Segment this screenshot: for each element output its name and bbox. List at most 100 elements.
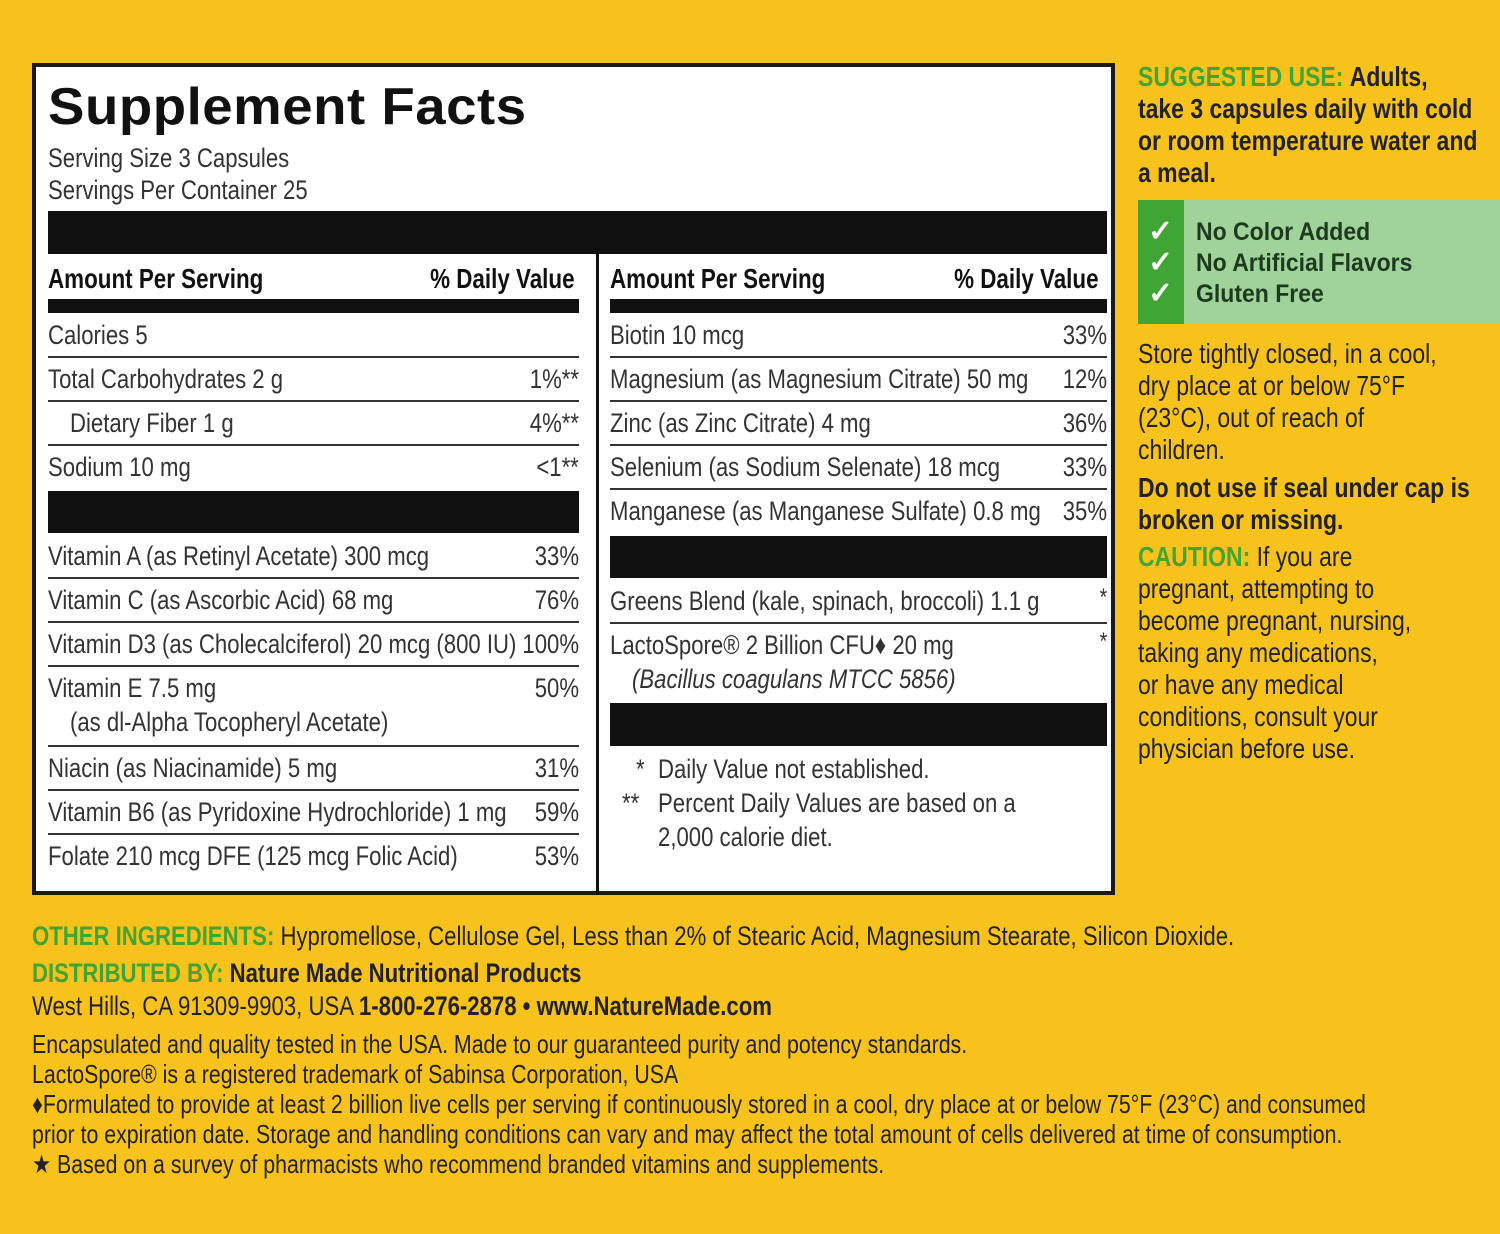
caution-line-1: CAUTION: If you are	[1138, 541, 1353, 572]
claim-text: Gluten Free	[1196, 280, 1324, 308]
caution-line-5: or have any medical	[1138, 669, 1344, 700]
nutrient-dv: 59%	[534, 797, 579, 827]
caution-line-6: conditions, consult your	[1138, 701, 1378, 732]
nutrient-row: Selenium (as Sodium Selenate) 18 mcg 33%	[610, 446, 1107, 490]
nutrient-dv: 4%**	[529, 408, 579, 438]
nutrient-name: Zinc (as Zinc Citrate) 4 mg	[610, 408, 871, 438]
nutrient-dv: 50%	[534, 673, 579, 703]
header-underline-left	[48, 299, 579, 313]
nutrient-row: Biotin 10 mcg 33%	[610, 314, 1107, 358]
nutrient-name: Selenium (as Sodium Selenate) 18 mcg	[610, 452, 1001, 482]
disclaimer-line-5: ★ Based on a survey of pharmacists who r…	[32, 1149, 885, 1179]
disclaimer-line-2: LactoSpore® is a registered trademark of…	[32, 1059, 679, 1089]
nutrient-dv: *	[1099, 628, 1107, 655]
suggested-use-text: Adults,	[1349, 61, 1428, 92]
distributed-by: DISTRIBUTED BY: Nature Made Nutritional …	[32, 958, 581, 989]
disclaimer-line-3: ♦Formulated to provide at least 2 billio…	[32, 1089, 1366, 1119]
nutrient-name-detail: (Bacillus coagulans MTCC 5856)	[632, 664, 956, 694]
nutrient-row: LactoSpore® 2 Billion CFU♦ 20 mg (Bacill…	[610, 624, 1107, 700]
nutrient-dv: 33%	[534, 541, 579, 571]
nutrient-row: Vitamin C (as Ascorbic Acid) 68 mg 76%	[48, 579, 579, 623]
disclaimer-line-4: prior to expiration date. Storage and ha…	[32, 1119, 1343, 1149]
nutrient-name: Vitamin A (as Retinyl Acetate) 300 mcg	[48, 541, 430, 571]
nutrient-name: Magnesium (as Magnesium Citrate) 50 mg	[610, 364, 1029, 394]
supplement-facts-panel: Supplement Facts Serving Size 3 Capsules…	[32, 63, 1115, 895]
section-bar-left	[48, 491, 579, 533]
claim-text: No Artificial Flavors	[1196, 249, 1413, 277]
storage-line-1: Store tightly closed, in a cool,	[1138, 338, 1437, 369]
suggested-use-line-1: SUGGESTED USE: Adults,	[1138, 61, 1428, 93]
claim-row: ✓ Gluten Free	[1138, 277, 1500, 310]
storage-line-3: (23°C), out of reach of	[1138, 402, 1365, 433]
footnote-1: Daily Value not established.	[658, 754, 930, 784]
check-icon: ✓	[1148, 277, 1174, 310]
nutrient-name: Vitamin E 7.5 mg	[48, 673, 217, 703]
nutrient-row: Vitamin D3 (as Cholecalciferol) 20 mcg (…	[48, 623, 579, 667]
footnote-bar	[610, 703, 1107, 746]
disclaimer-line-1: Encapsulated and quality tested in the U…	[32, 1029, 968, 1059]
nutrient-name: Folate 210 mcg DFE (125 mcg Folic Acid)	[48, 841, 458, 871]
claim-row: ✓ No Color Added	[1138, 215, 1500, 248]
suggested-use-label: SUGGESTED USE:	[1138, 61, 1344, 92]
nutrient-row: Greens Blend (kale, spinach, broccoli) 1…	[610, 580, 1107, 624]
nutrient-row: Folate 210 mcg DFE (125 mcg Folic Acid) …	[48, 835, 579, 879]
nutrient-name: LactoSpore® 2 Billion CFU♦ 20 mg	[610, 630, 954, 660]
distributor-address: West Hills, CA 91309-9903, USA 1-800-276…	[32, 991, 772, 1022]
nutrient-name: Calories 5	[48, 320, 148, 350]
claim-row: ✓ No Artificial Flavors	[1138, 246, 1500, 279]
left-dv-header: % Daily Value	[430, 263, 575, 294]
storage-line-2: dry place at or below 75°F	[1138, 370, 1405, 401]
footnote-2-line-2: 2,000 calorie diet.	[658, 822, 833, 852]
other-ingredients: OTHER INGREDIENTS: Hypromellose, Cellulo…	[32, 921, 1234, 952]
caution-label: CAUTION:	[1138, 541, 1251, 572]
column-divider	[596, 254, 599, 895]
nutrient-row: Manganese (as Manganese Sulfate) 0.8 mg …	[610, 490, 1107, 534]
nutrient-dv: 33%	[1062, 320, 1107, 350]
nutrient-name: Dietary Fiber 1 g	[70, 408, 234, 438]
facts-title: Supplement Facts	[48, 78, 527, 136]
distributed-by-label: DISTRIBUTED BY:	[32, 958, 224, 988]
header-underline-right	[610, 299, 1107, 313]
nutrient-row: Zinc (as Zinc Citrate) 4 mg 36%	[610, 402, 1107, 446]
section-bar-right	[610, 536, 1107, 578]
address-text: West Hills, CA 91309-9903, USA	[32, 991, 353, 1021]
nutrient-dv: 1%**	[529, 364, 579, 394]
caution-line-4: taking any medications,	[1138, 637, 1378, 668]
footnote-mark-2: **	[622, 788, 640, 818]
nutrient-name: Manganese (as Manganese Sulfate) 0.8 mg	[610, 496, 1041, 526]
nutrient-row: Vitamin B6 (as Pyridoxine Hydrochloride)…	[48, 791, 579, 835]
check-icon: ✓	[1148, 215, 1174, 248]
nutrient-dv: 12%	[1062, 364, 1107, 394]
suggested-use-line-2: take 3 capsules daily with cold	[1138, 93, 1473, 124]
claim-text: No Color Added	[1196, 218, 1371, 246]
nutrient-dv: 76%	[534, 585, 579, 615]
nutrient-name: Vitamin B6 (as Pyridoxine Hydrochloride)…	[48, 797, 507, 827]
nutrient-row: Vitamin A (as Retinyl Acetate) 300 mcg 3…	[48, 535, 579, 579]
footnote-mark-1: *	[636, 754, 645, 784]
storage-line-4: children.	[1138, 434, 1225, 465]
nutrient-name: Niacin (as Niacinamide) 5 mg	[48, 753, 338, 783]
other-ingredients-label: OTHER INGREDIENTS:	[32, 921, 275, 951]
nutrient-dv: 100%	[522, 629, 579, 659]
nutrient-dv: 53%	[534, 841, 579, 871]
nutrient-name: Vitamin D3 (as Cholecalciferol) 20 mcg (…	[48, 629, 517, 659]
contact-text: 1-800-276-2878 • www.NatureMade.com	[358, 991, 772, 1021]
distributor-name: Nature Made Nutritional Products	[229, 958, 582, 988]
caution-line-3: become pregnant, nursing,	[1138, 605, 1412, 636]
right-dv-header: % Daily Value	[954, 263, 1099, 294]
nutrient-row: Magnesium (as Magnesium Citrate) 50 mg 1…	[610, 358, 1107, 402]
nutrient-row: Total Carbohydrates 2 g 1%**	[48, 358, 579, 402]
nutrient-name: Biotin 10 mcg	[610, 320, 745, 350]
serving-size: Serving Size 3 Capsules	[48, 143, 290, 173]
claims-tab	[1138, 200, 1184, 324]
suggested-use-line-4: a meal.	[1138, 157, 1216, 188]
servings-per-container: Servings Per Container 25	[48, 175, 308, 205]
nutrient-name: Vitamin C (as Ascorbic Acid) 68 mg	[48, 585, 394, 615]
nutrient-row: Niacin (as Niacinamide) 5 mg 31%	[48, 747, 579, 791]
nutrient-dv: 31%	[534, 753, 579, 783]
left-amount-header: Amount Per Serving	[48, 263, 264, 294]
nutrient-name: Total Carbohydrates 2 g	[48, 364, 284, 394]
claims-box: ✓ No Color Added ✓ No Artificial Flavors…	[1138, 200, 1500, 324]
footnote-2-line-1: Percent Daily Values are based on a	[658, 788, 1016, 818]
nutrient-row: Dietary Fiber 1 g 4%**	[48, 402, 579, 446]
